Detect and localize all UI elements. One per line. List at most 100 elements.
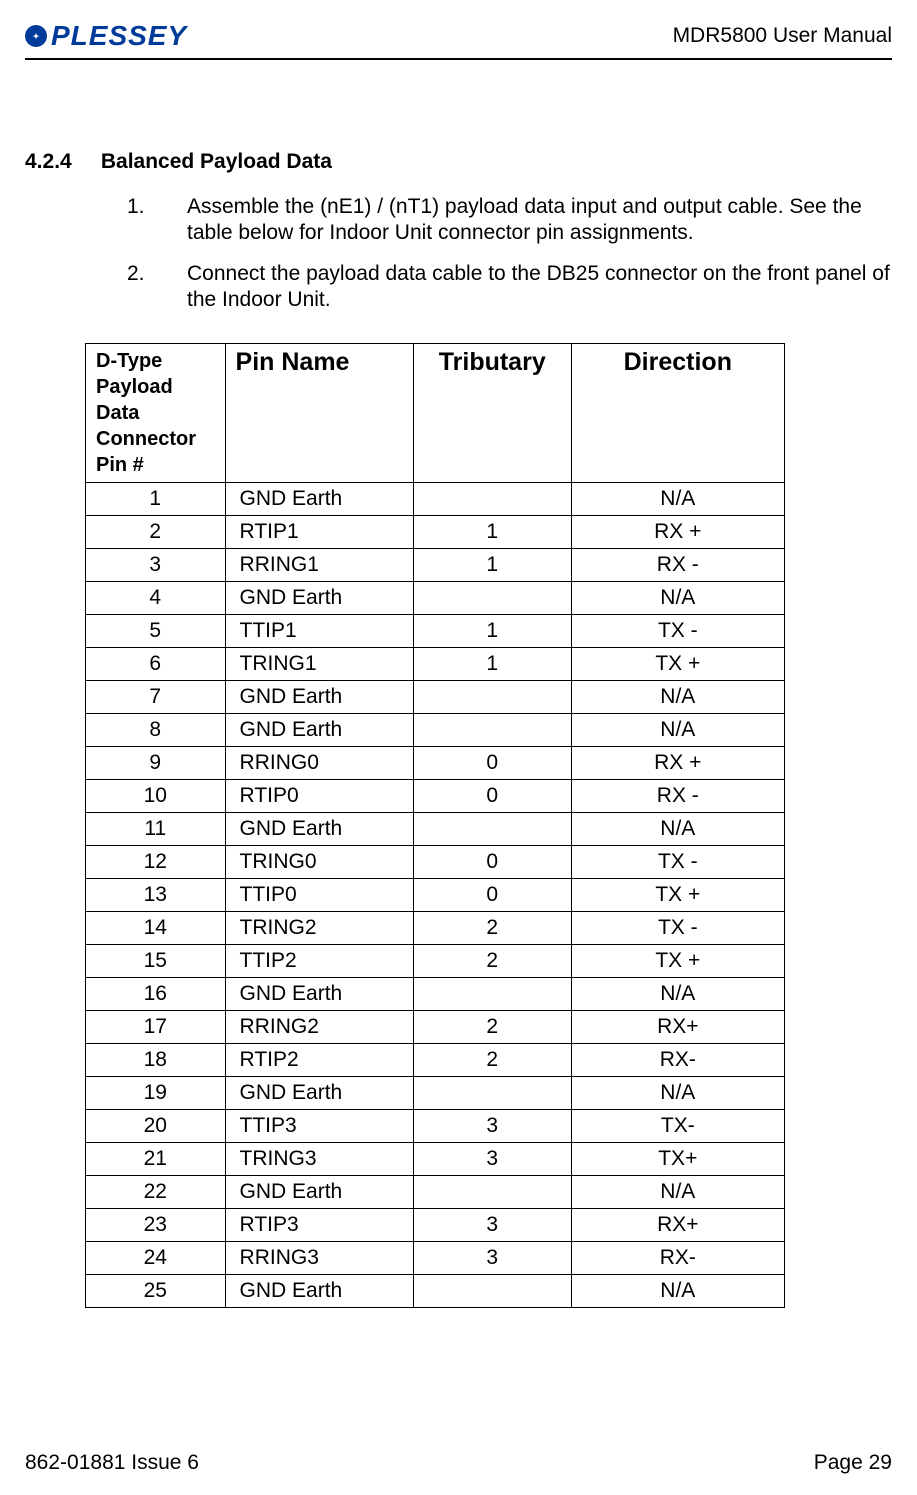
table-row: 7GND EarthN/A	[86, 681, 785, 714]
table-row: 21TRING33TX+	[86, 1143, 785, 1176]
cell-tributary: 0	[413, 780, 571, 813]
cell-pin: 12	[86, 846, 226, 879]
instruction-list: 1. Assemble the (nE1) / (nT1) payload da…	[127, 194, 892, 313]
cell-direction: RX +	[571, 516, 784, 549]
col-header-pin: D-Type Payload Data Connector Pin #	[86, 344, 226, 483]
cell-name: GND Earth	[225, 483, 413, 516]
cell-name: GND Earth	[225, 582, 413, 615]
list-item: 2. Connect the payload data cable to the…	[127, 261, 892, 314]
col-header-pin-line2: Pin #	[96, 454, 144, 476]
cell-tributary: 3	[413, 1143, 571, 1176]
col-header-name: Pin Name	[225, 344, 413, 483]
table-row: 1GND Earth N/A	[86, 483, 785, 516]
cell-direction: N/A	[571, 978, 784, 1011]
cell-name: RTIP3	[225, 1209, 413, 1242]
cell-tributary: 2	[413, 1044, 571, 1077]
document-title: MDR5800 User Manual	[673, 24, 892, 48]
cell-pin: 24	[86, 1242, 226, 1275]
cell-pin: 23	[86, 1209, 226, 1242]
cell-pin: 8	[86, 714, 226, 747]
cell-name: GND Earth	[225, 1077, 413, 1110]
cell-name: TRING3	[225, 1143, 413, 1176]
cell-pin: 10	[86, 780, 226, 813]
table-row: 22GND EarthN/A	[86, 1176, 785, 1209]
cell-name: RRING2	[225, 1011, 413, 1044]
pin-table: D-Type Payload Data Connector Pin # Pin …	[85, 343, 785, 1308]
cell-direction: RX-	[571, 1242, 784, 1275]
list-item: 1. Assemble the (nE1) / (nT1) payload da…	[127, 194, 892, 247]
table-row: 12TRING00TX -	[86, 846, 785, 879]
col-header-tributary: Tributary	[413, 344, 571, 483]
table-row: 9RRING00RX +	[86, 747, 785, 780]
cell-direction: RX +	[571, 747, 784, 780]
cell-name: GND Earth	[225, 1176, 413, 1209]
list-item-number: 1.	[127, 194, 187, 247]
cell-name: TTIP0	[225, 879, 413, 912]
section-title: Balanced Payload Data	[101, 150, 332, 173]
cell-name: RRING3	[225, 1242, 413, 1275]
cell-pin: 2	[86, 516, 226, 549]
cell-name: GND Earth	[225, 978, 413, 1011]
table-row: 4GND EarthN/A	[86, 582, 785, 615]
table-row: 25GND Earth N/A	[86, 1275, 785, 1308]
cell-direction: TX +	[571, 945, 784, 978]
col-header-pin-line1: D-Type Payload Data Connector	[96, 350, 196, 450]
table-row: 3RRING11RX -	[86, 549, 785, 582]
cell-name: RRING0	[225, 747, 413, 780]
cell-tributary	[413, 483, 571, 516]
cell-direction: TX -	[571, 912, 784, 945]
table-header-row: D-Type Payload Data Connector Pin # Pin …	[86, 344, 785, 483]
cell-tributary: 2	[413, 912, 571, 945]
cell-name: RRING1	[225, 549, 413, 582]
cell-tributary: 1	[413, 549, 571, 582]
cell-name: TTIP3	[225, 1110, 413, 1143]
cell-tributary	[413, 714, 571, 747]
table-row: 8GND EarthN/A	[86, 714, 785, 747]
cell-pin: 17	[86, 1011, 226, 1044]
cell-pin: 13	[86, 879, 226, 912]
table-row: 18RTIP22RX-	[86, 1044, 785, 1077]
cell-tributary	[413, 1275, 571, 1308]
table-row: 6TRING11TX +	[86, 648, 785, 681]
cell-tributary	[413, 813, 571, 846]
cell-name: GND Earth	[225, 714, 413, 747]
table-row: 24RRING33RX-	[86, 1242, 785, 1275]
cell-name: GND Earth	[225, 1275, 413, 1308]
cell-pin: 22	[86, 1176, 226, 1209]
cell-pin: 6	[86, 648, 226, 681]
table-body: 1GND EarthN/A2RTIP11RX +3RRING11RX -4GND…	[86, 483, 785, 1308]
cell-tributary: 0	[413, 747, 571, 780]
cell-direction: N/A	[571, 483, 784, 516]
list-item-text: Assemble the (nE1) / (nT1) payload data …	[187, 194, 892, 247]
footer-left: 862-01881 Issue 6	[25, 1451, 199, 1475]
cell-pin: 21	[86, 1143, 226, 1176]
cell-tributary: 1	[413, 516, 571, 549]
col-header-direction: Direction	[571, 344, 784, 483]
cell-tributary: 3	[413, 1110, 571, 1143]
cell-pin: 25	[86, 1275, 226, 1308]
cell-direction: TX+	[571, 1143, 784, 1176]
cell-direction: TX +	[571, 879, 784, 912]
table-row: 14TRING22TX -	[86, 912, 785, 945]
cell-pin: 18	[86, 1044, 226, 1077]
cell-direction: TX -	[571, 615, 784, 648]
cell-tributary: 0	[413, 846, 571, 879]
cell-tributary: 0	[413, 879, 571, 912]
cell-direction: RX-	[571, 1044, 784, 1077]
cell-tributary: 1	[413, 648, 571, 681]
cell-pin: 11	[86, 813, 226, 846]
cell-pin: 1	[86, 483, 226, 516]
table-row: 20TTIP33TX-	[86, 1110, 785, 1143]
cell-pin: 5	[86, 615, 226, 648]
table-row: 10RTIP00RX -	[86, 780, 785, 813]
page: ✦ PLESSEY MDR5800 User Manual 4.2.4 Bala…	[0, 0, 917, 1495]
cell-name: TRING2	[225, 912, 413, 945]
cell-name: RTIP2	[225, 1044, 413, 1077]
list-item-text: Connect the payload data cable to the DB…	[187, 261, 892, 314]
cell-direction: TX +	[571, 648, 784, 681]
page-footer: 862-01881 Issue 6 Page 29	[25, 1451, 892, 1475]
cell-direction: N/A	[571, 1275, 784, 1308]
cell-tributary	[413, 582, 571, 615]
list-item-number: 2.	[127, 261, 187, 314]
table-row: 19GND EarthN/A	[86, 1077, 785, 1110]
